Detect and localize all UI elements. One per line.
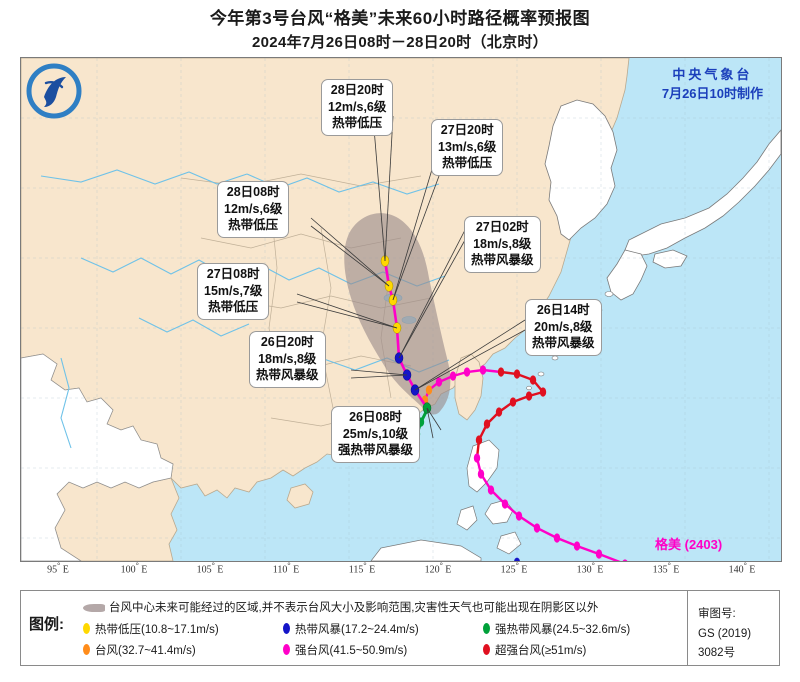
landmass-borneo — [370, 539, 482, 561]
callout-time: 27日08时 — [206, 267, 260, 281]
lon-tick-110: 110° E — [272, 561, 300, 576]
callout-time: 28日08时 — [226, 185, 280, 199]
title-line-1: 今年第3号台风“格美”未来60小时路径概率预报图 — [209, 9, 591, 28]
callout-27-02[interactable]: 27日02时 18m/s,8级 热带风暴级 — [464, 216, 541, 273]
lon-tick-135: 135° E — [652, 561, 680, 576]
legend-marker-icon — [483, 644, 490, 655]
landmass-foreign-west — [21, 353, 174, 561]
page-title: 今年第3号台风“格美”未来60小时路径概率预报图 2024年7月26日08时－2… — [0, 6, 800, 54]
callout-26-14[interactable]: 26日14时 20m/s,8级 热带风暴级 — [525, 299, 602, 356]
callout-time: 26日08时 — [349, 410, 402, 424]
lon-tick-115: 115° E — [348, 561, 376, 576]
legend-marker-icon — [283, 623, 290, 634]
forecast-probability-cone — [344, 213, 451, 415]
callout-26-20[interactable]: 26日20时 18m/s,8级 热带风暴级 — [249, 331, 326, 388]
callout-category: 热带风暴级 — [256, 368, 319, 382]
cma-watermark: 中央气象台 7月26日10时制作 — [662, 66, 763, 104]
lon-tick-100: 100° E — [120, 561, 148, 576]
audit-label: 审图号: — [698, 608, 736, 620]
watermark-line-2: 7月26日10时制作 — [661, 85, 763, 101]
callout-wind: 12m/s,6级 — [328, 99, 387, 114]
landmass-hainan — [286, 483, 314, 509]
legend-item-label: 热带风暴(17.2~24.4m/s) — [295, 623, 419, 636]
watermark-line-1: 中央气象台 — [672, 67, 753, 82]
callout-time: 27日02时 — [475, 220, 529, 234]
longitude-axis: 95° E 100° E 105° E 110° E 115° E 120° E 125° … — [20, 561, 780, 581]
lon-tick-120: 120° E — [424, 561, 452, 576]
callout-time: 27日20时 — [440, 123, 494, 137]
callout-time: 28日20时 — [330, 83, 384, 97]
audit-number-box: 审图号: GS (2019) 3082号 — [687, 591, 779, 665]
callout-category: 强热带风暴级 — [338, 443, 414, 457]
legend-marker-icon — [483, 623, 490, 634]
legend-item: 热带风暴(17.2~24.4m/s) — [283, 621, 483, 637]
landmass-korea — [544, 99, 618, 241]
callout-27-20[interactable]: 27日20时 13m/s,6级 热带低压 — [431, 119, 504, 176]
legend-marker-icon — [83, 644, 90, 655]
callout-27-08[interactable]: 27日08时 15m/s,7级 热带低压 — [197, 263, 270, 320]
landmass-indochina — [54, 477, 180, 561]
callout-wind: 18m/s,8级 — [258, 351, 317, 366]
callout-26-08[interactable]: 26日08时 25m/s,10级 强热带风暴级 — [331, 406, 421, 463]
audit-number: GS (2019) 3082号 — [698, 627, 752, 660]
storm-name-label: 格美 (2403) — [655, 537, 723, 552]
callout-category: 热带风暴级 — [471, 253, 534, 267]
lon-tick-105: 105° E — [196, 561, 224, 576]
callout-category: 热带低压 — [208, 300, 259, 314]
callout-wind: 25m/s,10级 — [342, 426, 409, 441]
lon-tick-125: 125° E — [500, 561, 528, 576]
title-line-2: 2024年7月26日08时－28日20时（北京时） — [252, 33, 548, 51]
legend-item: 台风(32.7~41.4m/s) — [83, 642, 283, 658]
legend-note-row: 台风中心未来可能经过的区域,并不表示台风大小及影响范围,灾害性天气也可能出现在阴… — [83, 601, 678, 616]
cone-swatch-icon — [83, 603, 105, 612]
legend-marker-icon — [83, 623, 90, 634]
map-graphics — [21, 58, 781, 561]
legend-marker-icon — [283, 644, 290, 655]
historic-track-line — [423, 368, 621, 561]
callout-wind: 13m/s,6级 — [438, 139, 497, 154]
legend-note-text: 台风中心未来可能经过的区域,并不表示台风大小及影响范围,灾害性天气也可能出现在阴… — [109, 602, 599, 614]
landmass-japan-shikoku — [652, 249, 688, 269]
legend-panel: 图例: 台风中心未来可能经过的区域,并不表示台风大小及影响范围,灾害性天气也可能… — [20, 590, 780, 666]
callout-category: 热带低压 — [442, 156, 493, 170]
callout-wind: 15m/s,7级 — [204, 283, 263, 298]
landmass-japan-honshu — [624, 129, 781, 257]
callout-category: 热带低压 — [228, 218, 279, 232]
legend-item: 热带低压(10.8~17.1m/s) — [83, 621, 283, 637]
landmass-philippines — [456, 439, 522, 555]
callout-28-20[interactable]: 28日20时 12m/s,6级 热带低压 — [321, 79, 394, 136]
legend-item-label: 强热带风暴(24.5~32.6m/s) — [495, 623, 631, 636]
legend-title: 图例: — [29, 616, 64, 633]
legend-item-label: 超强台风(≥51m/s) — [495, 644, 587, 657]
forecast-point-markers[interactable] — [380, 255, 432, 414]
legend-item: 强热带风暴(24.5~32.6m/s) — [483, 621, 693, 637]
cma-logo-icon — [26, 63, 82, 119]
callout-wind: 20m/s,8级 — [534, 319, 593, 334]
map-canvas — [21, 58, 781, 561]
legend-item-label: 热带低压(10.8~17.1m/s) — [95, 623, 219, 636]
historic-track-tail — [514, 557, 520, 561]
historic-track-markers — [421, 365, 628, 561]
callout-time: 26日20时 — [260, 335, 314, 349]
legend-item: 超强台风(≥51m/s) — [483, 642, 693, 658]
legend-item-label: 台风(32.7~41.4m/s) — [95, 644, 196, 657]
legend-item-label: 强台风(41.5~50.9m/s) — [295, 644, 408, 657]
legend-items: 热带低压(10.8~17.1m/s) 热带风暴(17.2~24.4m/s) 强热带风… — [83, 618, 683, 660]
lon-tick-130: 130° E — [576, 561, 604, 576]
lon-tick-95: 95° E — [47, 561, 69, 576]
callout-category: 热带低压 — [332, 116, 383, 130]
lon-tick-140: 140° E — [728, 561, 756, 576]
callout-category: 热带风暴级 — [532, 336, 595, 350]
callout-wind: 12m/s,6级 — [224, 201, 283, 216]
callout-wind: 18m/s,8级 — [473, 236, 532, 251]
callout-time: 26日14时 — [536, 303, 590, 317]
callout-leader-lines — [296, 115, 526, 439]
typhoon-forecast-map[interactable]: 中央气象台 7月26日10时制作 格美 (2403) 28日20时 12m/s,… — [20, 57, 782, 562]
callout-28-08[interactable]: 28日08时 12m/s,6级 热带低压 — [217, 181, 290, 238]
landmass-japan-kyushu — [606, 249, 648, 301]
legend-item: 强台风(41.5~50.9m/s) — [283, 642, 483, 658]
